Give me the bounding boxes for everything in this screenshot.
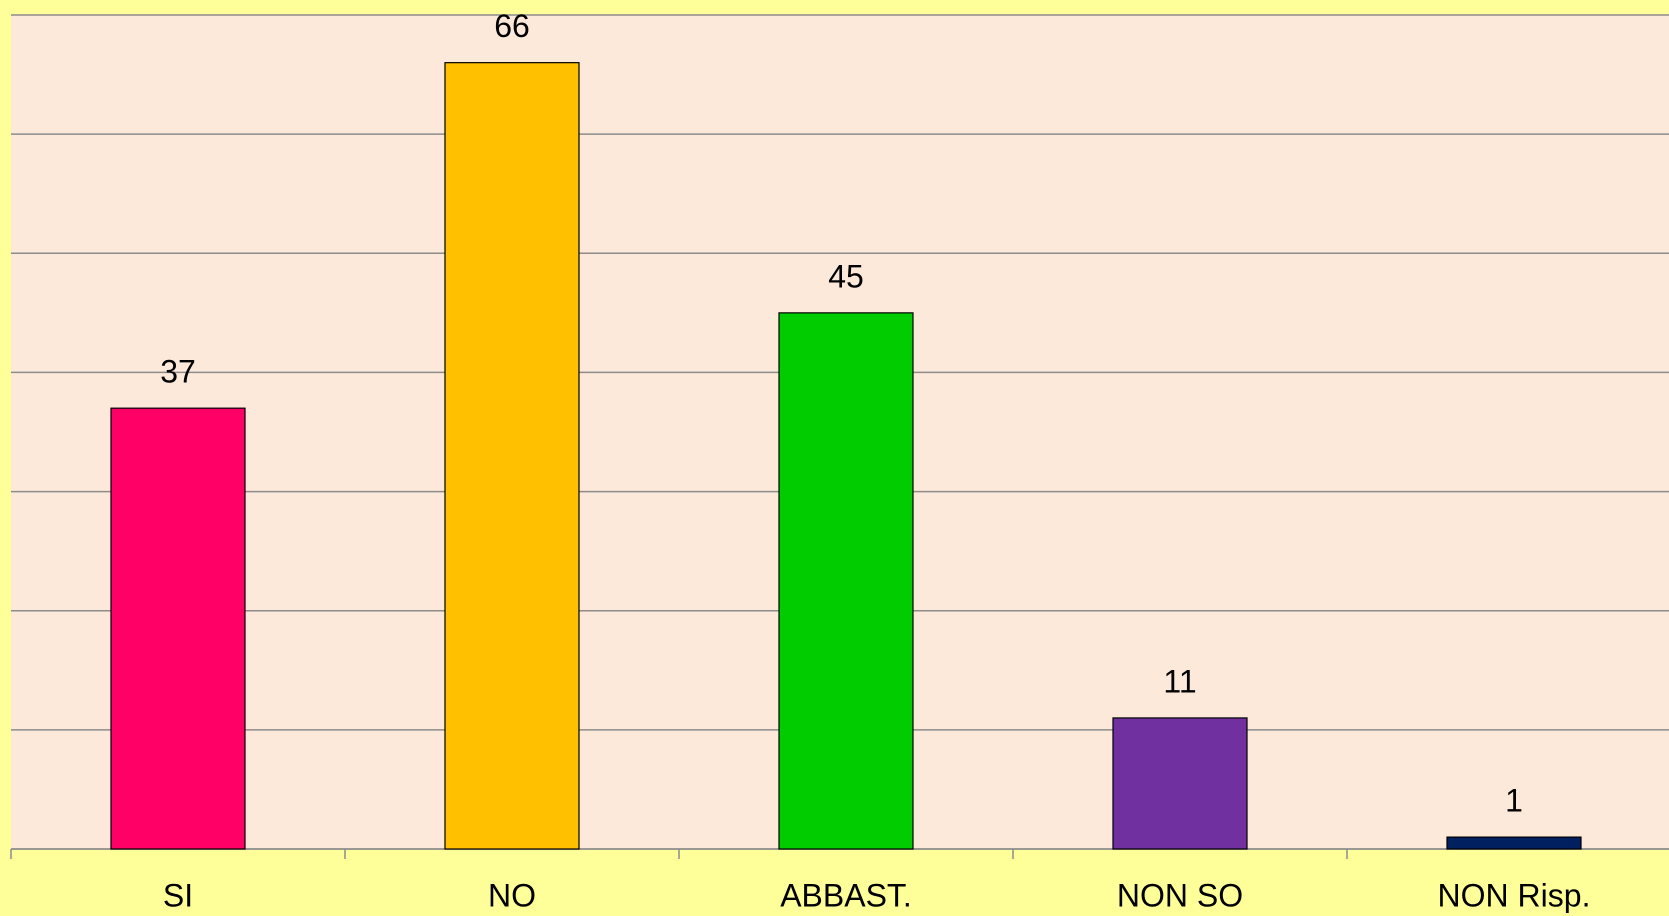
x-tick-label: ABBAST. [780,877,912,913]
x-tick-label: NON Risp. [1438,877,1591,913]
data-label: 45 [828,258,864,294]
x-tick-label: NO [488,877,536,913]
bar [1112,717,1248,850]
data-label: 1 [1505,783,1523,819]
x-tick-label: NON SO [1117,877,1243,913]
data-label: 37 [160,354,196,390]
data-label: 66 [494,8,530,44]
bar [778,312,914,850]
bar [110,407,246,850]
x-tick-label: SI [163,877,193,913]
data-label: 11 [1163,663,1196,699]
bar [1446,836,1582,850]
bar [444,62,580,850]
